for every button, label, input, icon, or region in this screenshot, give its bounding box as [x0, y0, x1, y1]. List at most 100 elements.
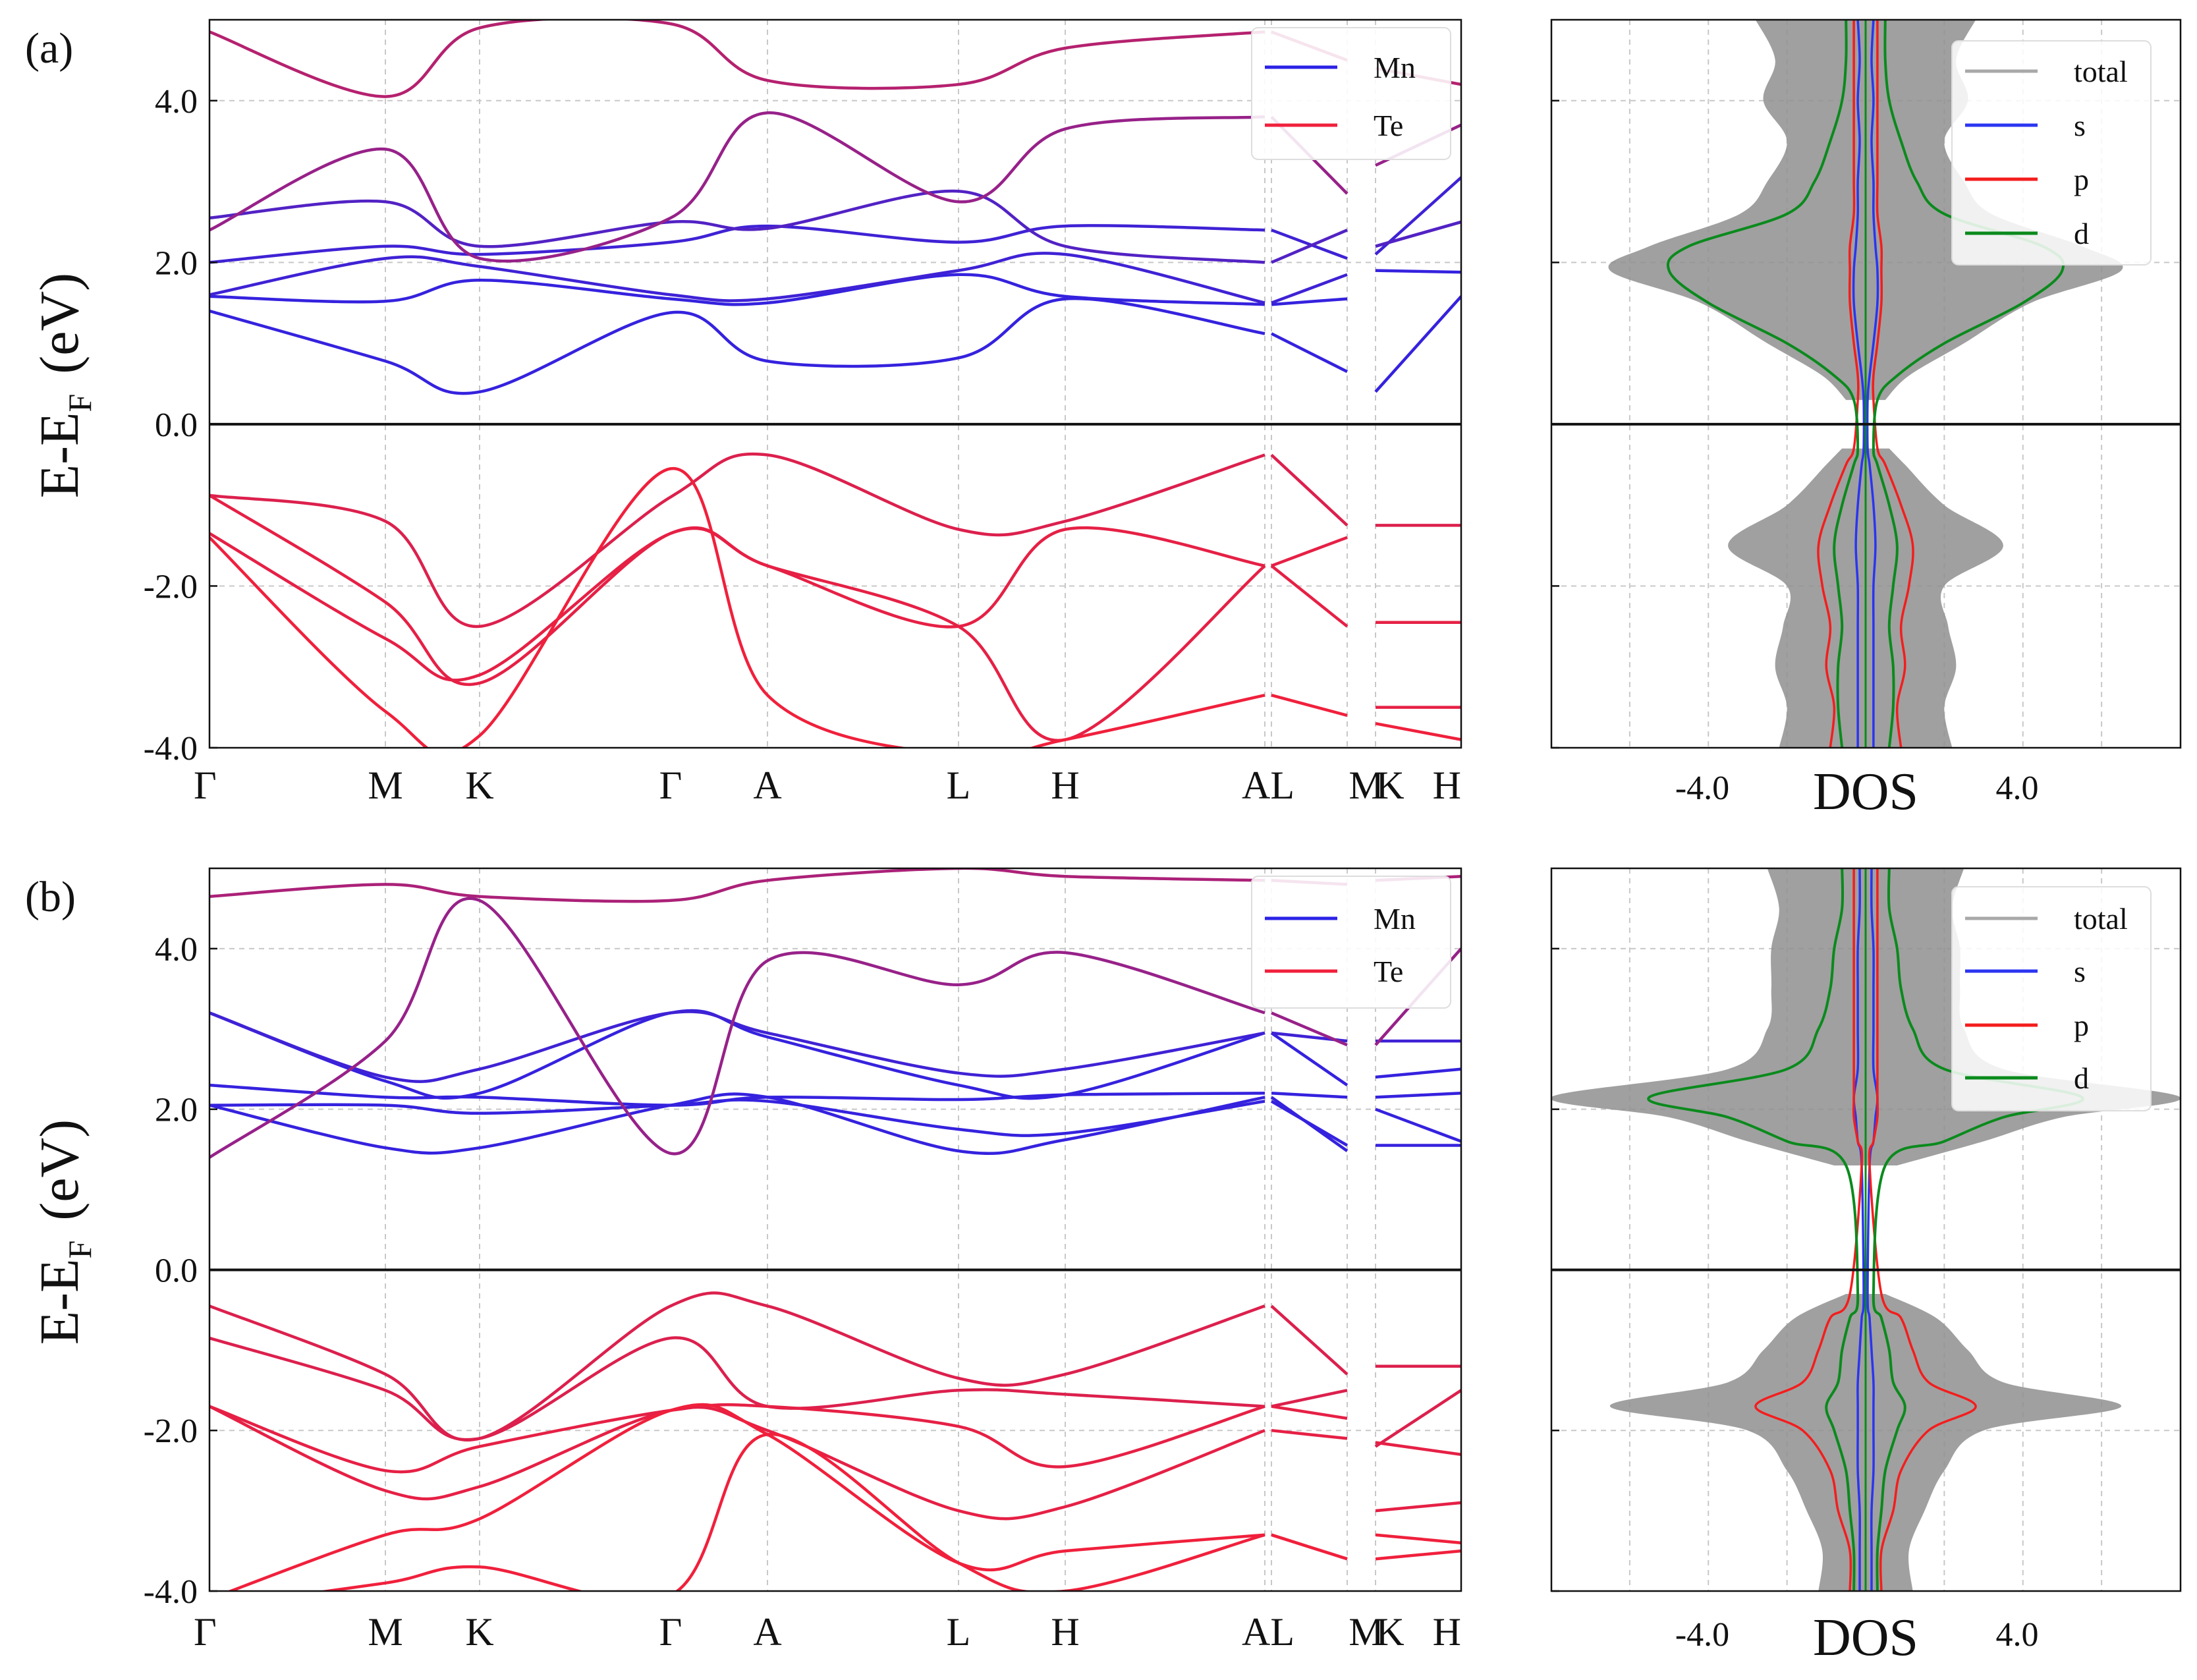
dos-frame-b	[1550, 867, 2182, 1592]
y-tick-label: 2.0	[155, 1092, 198, 1129]
band-line-c4	[209, 224, 1265, 264]
dos-d-left	[1647, 868, 1860, 1591]
band-legend-b: Mn Te	[1251, 876, 1451, 1009]
k-point-label: L	[947, 1610, 971, 1654]
k-point-label: M	[1349, 764, 1383, 807]
k-point-label: AL	[1242, 1610, 1294, 1654]
dos-xlabel-a: DOS	[1813, 763, 1918, 821]
band-legend-a: Mn Te	[1251, 27, 1451, 160]
y-tick-label: -4.0	[144, 730, 198, 768]
y-tick-label: 0.0	[155, 1252, 198, 1289]
band-line-c4	[1271, 229, 1348, 260]
band-line-c6	[209, 111, 1265, 263]
band-line-c4	[1374, 176, 1461, 256]
legend-s-a: s	[2074, 109, 2086, 142]
band-line-v4	[1375, 1501, 1461, 1513]
band-line-v5	[1375, 1533, 1461, 1545]
legend-mn-label-b: Mn	[1374, 902, 1416, 936]
dos-s-right	[1866, 868, 1879, 1591]
band-line-c1	[1270, 332, 1349, 374]
dos-d-right	[1872, 868, 2084, 1591]
y-ticks-b: 4.0 2.0 0.0 -2.0 -4.0	[144, 931, 217, 1611]
band-line-c5	[1375, 220, 1461, 248]
k-point-label: K	[465, 1610, 493, 1654]
band-line-v1	[209, 452, 1265, 629]
legend-te-label-b: Te	[1374, 955, 1403, 988]
band-line-c6	[209, 897, 1265, 1159]
band-lines-a	[209, 20, 1461, 748]
y-tick-label: 2.0	[155, 244, 198, 282]
y-tick-label: -4.0	[144, 1573, 198, 1611]
band-line-v2	[1271, 536, 1348, 567]
legend-te-label-a: Te	[1374, 109, 1403, 142]
band-line-c2	[1270, 1100, 1349, 1147]
dos-tick-neg4-a: -4.0	[1675, 770, 1729, 807]
dos-p-left	[1817, 20, 1860, 748]
band-line-c1	[1374, 295, 1461, 393]
dos-p-right	[1872, 20, 1914, 748]
band-line-v1	[209, 1291, 1265, 1442]
band-line-c5	[1271, 229, 1348, 264]
k-point-label: Γ	[194, 1610, 217, 1654]
dos-s-right	[1866, 20, 1879, 748]
k-point-label: L	[947, 764, 971, 807]
k-point-label: K	[465, 764, 493, 807]
y-ticks-a: 4.0 2.0 0.0 -2.0 -4.0	[144, 83, 217, 768]
panel-label-b: (b)	[25, 873, 76, 921]
k-point-label: A	[753, 764, 781, 807]
band-line-c1	[209, 296, 1265, 395]
band-line-v4	[209, 1405, 1265, 1521]
band-line-c7	[209, 20, 1265, 98]
panel-a: (a) E-EF(eV) 4.02.00.0-2.0-4.0 Γ M K Γ A L H AL…	[25, 18, 2182, 821]
panel-label-a: (a)	[25, 24, 73, 72]
band-line-v4	[1375, 721, 1461, 741]
band-line-c5	[1271, 1031, 1348, 1043]
legend-total-b: total	[2074, 902, 2128, 936]
band-line-c1	[209, 1092, 1265, 1156]
band-line-v4	[209, 467, 1265, 748]
band-line-c3	[1271, 1092, 1348, 1099]
band-line-c4	[1375, 1067, 1461, 1079]
band-line-v3	[209, 1403, 1265, 1474]
k-point-label: M	[368, 1610, 403, 1654]
band-line-v6	[318, 1433, 1265, 1591]
k-labels-a: Γ M K Γ A L H AL MK H	[194, 764, 1461, 807]
k-point-label: K	[1376, 1610, 1404, 1654]
legend-mn-label-a: Mn	[1374, 51, 1416, 84]
k-point-label: Γ	[659, 764, 682, 807]
k-point-label: AL	[1242, 764, 1294, 807]
band-line-c4	[1270, 1032, 1349, 1086]
dos-s-left	[1852, 20, 1866, 748]
y-tick-label: 4.0	[155, 931, 198, 968]
band-line-v3	[1271, 1405, 1348, 1420]
band-line-c2	[1375, 1107, 1461, 1143]
band-line-c6	[1271, 1011, 1348, 1047]
band-line-c2	[1375, 269, 1461, 274]
k-point-label: H	[1433, 764, 1461, 807]
legend-d-a: d	[2074, 217, 2089, 250]
k-point-label: H	[1433, 1610, 1461, 1654]
band-line-v2	[1374, 1389, 1461, 1448]
band-line-v6	[1271, 1533, 1348, 1561]
band-line-v4	[1271, 694, 1348, 717]
dos-curves-a	[1608, 20, 2123, 748]
legend-total-a: total	[2074, 55, 2128, 88]
k-point-label: H	[1051, 1610, 1079, 1654]
band-line-c7	[209, 868, 1265, 903]
y-tick-label: 0.0	[155, 406, 198, 444]
k-point-label: M	[368, 764, 403, 807]
band-line-v2	[209, 493, 1265, 686]
dos-tick-neg4-b: -4.0	[1675, 1616, 1729, 1654]
k-point-label: A	[753, 1610, 781, 1654]
k-point-label: Γ	[659, 1610, 682, 1654]
band-line-c5	[209, 189, 1265, 264]
band-line-v6	[1375, 1549, 1461, 1561]
band-lines-b	[209, 868, 1461, 1591]
y-tick-label: -2.0	[144, 1413, 198, 1450]
y-axis-label-b: E-EF(eV)	[29, 1119, 98, 1345]
dos-legend-a: total s p d	[1951, 40, 2152, 266]
dos-s-left	[1852, 868, 1865, 1591]
band-line-v2	[1271, 1389, 1348, 1408]
k-labels-b: Γ M K Γ A L H AL MK H	[194, 1610, 1461, 1654]
k-point-label: Γ	[194, 764, 217, 807]
